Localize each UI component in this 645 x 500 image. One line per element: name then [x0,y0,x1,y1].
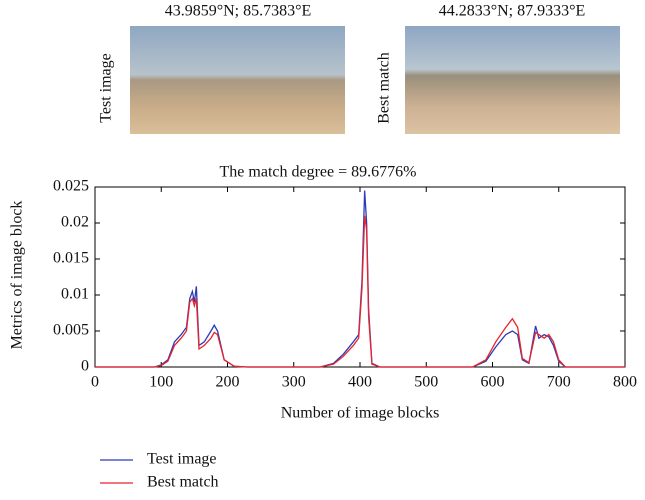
x-tick-label: 700 [547,374,571,391]
photo-label: Best match [376,52,393,124]
y-tick-label: 0.01 [61,286,89,303]
photo-label: Test image [98,53,115,123]
chart-title: The match degree = 89.6776% [220,164,417,181]
y-tick-label: 0.02 [61,214,89,231]
data-line [95,215,625,368]
data-line [95,190,625,368]
legend-label: Test image [147,451,217,468]
x-tick-label: 200 [216,374,240,391]
legend-label: Best match [147,474,219,491]
photo [405,26,620,134]
x-tick-label: 100 [149,374,173,391]
x-tick-label: 800 [613,374,637,391]
y-tick-label: 0.025 [53,178,89,195]
y-axis-label: Metrics of image block [9,201,26,350]
y-tick-label: 0 [81,358,89,375]
plot-frame [94,186,626,368]
photo-caption: 43.9859°N; 85.7383°E [165,3,312,20]
x-tick-label: 0 [91,374,99,391]
y-tick-label: 0.015 [53,250,89,267]
photo [130,26,345,134]
x-tick-label: 300 [282,374,306,391]
x-tick-label: 400 [348,374,372,391]
y-tick-label: 0.005 [53,322,89,339]
x-axis-label: Number of image blocks [281,405,440,422]
x-tick-label: 500 [414,374,438,391]
photo-caption: 44.2833°N; 87.9333°E [439,3,586,20]
x-tick-label: 600 [481,374,505,391]
